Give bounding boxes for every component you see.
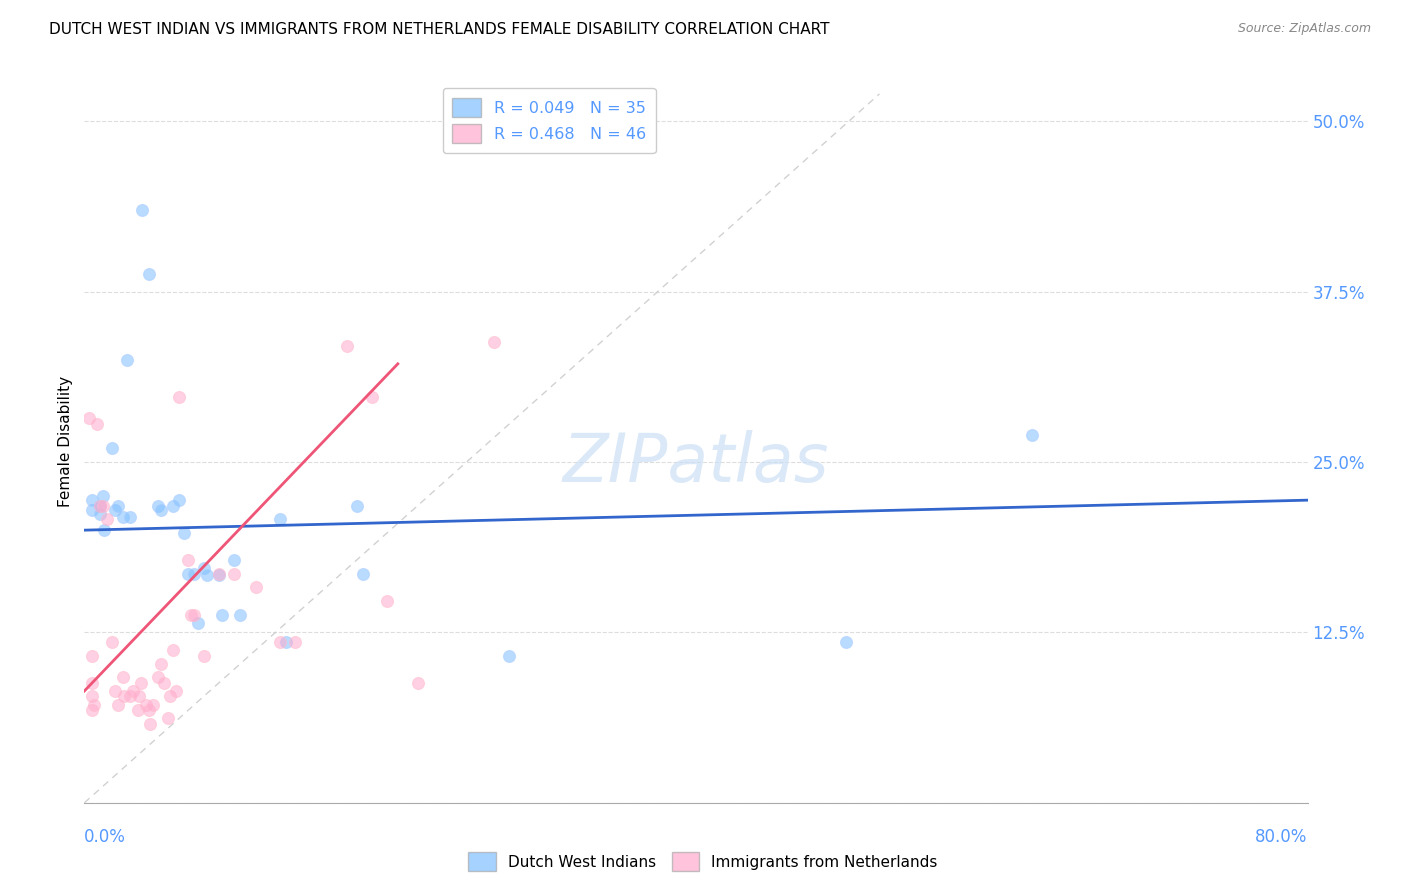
Point bbox=[153, 676, 176, 690]
Point bbox=[406, 676, 429, 690]
Point bbox=[107, 499, 129, 513]
Point bbox=[208, 566, 231, 581]
Point bbox=[120, 509, 142, 524]
Point bbox=[135, 698, 157, 712]
Point bbox=[101, 442, 124, 456]
Point bbox=[149, 502, 172, 516]
Point bbox=[104, 502, 127, 516]
Point bbox=[269, 635, 291, 649]
Point bbox=[80, 703, 103, 717]
Point bbox=[177, 566, 200, 581]
Point bbox=[80, 676, 103, 690]
Point bbox=[162, 643, 184, 657]
Point bbox=[129, 676, 152, 690]
Point bbox=[245, 581, 267, 595]
Point bbox=[482, 334, 505, 349]
Legend: R = 0.049   N = 35, R = 0.468   N = 46: R = 0.049 N = 35, R = 0.468 N = 46 bbox=[443, 88, 655, 153]
Point bbox=[146, 499, 169, 513]
Text: Source: ZipAtlas.com: Source: ZipAtlas.com bbox=[1237, 22, 1371, 36]
Y-axis label: Female Disability: Female Disability bbox=[58, 376, 73, 508]
Point bbox=[111, 509, 134, 524]
Point bbox=[159, 690, 181, 704]
Point bbox=[96, 512, 118, 526]
Point bbox=[149, 657, 172, 671]
Point bbox=[93, 523, 115, 537]
Point bbox=[180, 607, 202, 622]
Point bbox=[162, 499, 184, 513]
Point bbox=[122, 684, 145, 698]
Point bbox=[183, 566, 205, 581]
Point bbox=[89, 499, 111, 513]
Point bbox=[276, 635, 298, 649]
Point bbox=[211, 607, 233, 622]
Point bbox=[167, 390, 190, 404]
Point bbox=[269, 512, 291, 526]
Point bbox=[138, 267, 160, 281]
Point bbox=[167, 493, 190, 508]
Point bbox=[89, 499, 111, 513]
Point bbox=[127, 703, 149, 717]
Legend: Dutch West Indians, Immigrants from Netherlands: Dutch West Indians, Immigrants from Neth… bbox=[463, 847, 943, 877]
Point bbox=[107, 698, 129, 712]
Point bbox=[186, 615, 208, 630]
Point bbox=[86, 417, 108, 431]
Point bbox=[224, 566, 246, 581]
Point bbox=[360, 390, 382, 404]
Point bbox=[193, 648, 215, 663]
Point bbox=[165, 684, 187, 698]
Point bbox=[120, 690, 142, 704]
Point bbox=[91, 489, 114, 503]
Point bbox=[157, 711, 180, 725]
Point bbox=[177, 553, 200, 567]
Point bbox=[80, 493, 103, 508]
Text: ZIPatlas: ZIPatlas bbox=[562, 430, 830, 496]
Point bbox=[375, 594, 398, 608]
Point bbox=[142, 698, 165, 712]
Point bbox=[89, 507, 111, 521]
Point bbox=[101, 635, 124, 649]
Point bbox=[1021, 427, 1043, 442]
Point bbox=[498, 648, 520, 663]
Point bbox=[183, 607, 205, 622]
Point bbox=[346, 499, 368, 513]
Point bbox=[111, 670, 134, 684]
Text: 0.0%: 0.0% bbox=[84, 828, 127, 846]
Point bbox=[208, 568, 231, 582]
Point bbox=[173, 525, 195, 540]
Point bbox=[835, 635, 858, 649]
Point bbox=[115, 352, 138, 367]
Point bbox=[104, 684, 127, 698]
Point bbox=[138, 703, 160, 717]
Point bbox=[91, 499, 114, 513]
Text: 80.0%: 80.0% bbox=[1256, 828, 1308, 846]
Point bbox=[83, 698, 105, 712]
Point bbox=[128, 690, 150, 704]
Point bbox=[146, 670, 169, 684]
Text: DUTCH WEST INDIAN VS IMMIGRANTS FROM NETHERLANDS FEMALE DISABILITY CORRELATION C: DUTCH WEST INDIAN VS IMMIGRANTS FROM NET… bbox=[49, 22, 830, 37]
Point bbox=[77, 411, 100, 425]
Point bbox=[131, 202, 153, 217]
Point bbox=[80, 690, 103, 704]
Point bbox=[229, 607, 252, 622]
Point bbox=[224, 553, 246, 567]
Point bbox=[336, 339, 359, 353]
Point bbox=[80, 648, 103, 663]
Point bbox=[193, 561, 215, 575]
Point bbox=[139, 716, 162, 731]
Point bbox=[112, 690, 135, 704]
Point bbox=[352, 566, 374, 581]
Point bbox=[195, 568, 218, 582]
Point bbox=[80, 502, 103, 516]
Point bbox=[284, 635, 307, 649]
